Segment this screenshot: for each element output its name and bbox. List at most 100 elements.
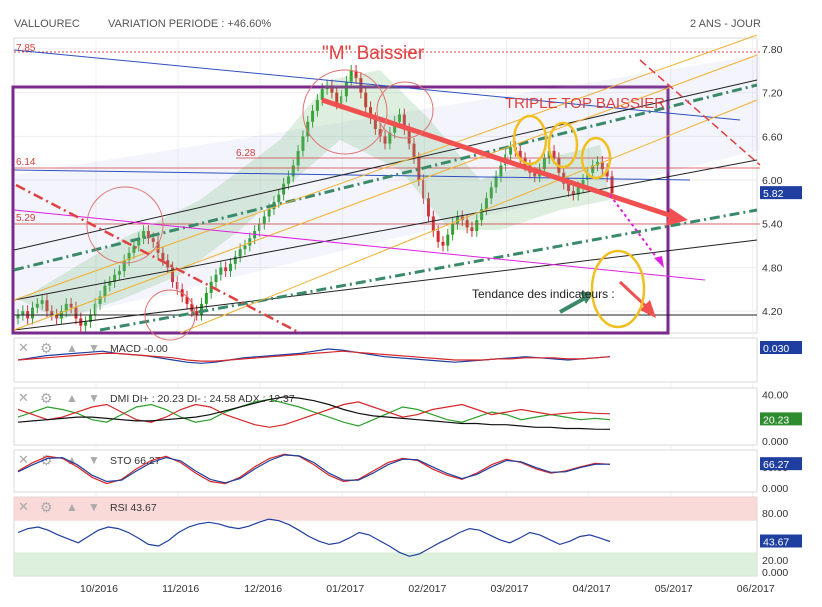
candle-body [306, 121, 310, 137]
candle-body [204, 292, 208, 304]
candle-body [35, 303, 39, 308]
candle-body [591, 165, 595, 173]
candle-body [257, 223, 261, 232]
candle-body [200, 303, 204, 315]
candle-body [277, 194, 281, 202]
candle-body [103, 285, 107, 297]
candle-body [489, 187, 493, 199]
rsi-panel: 80.00 20.000.000 ✕ ⚙ ▲ ▼ RSI 43.67 43.67 [13, 496, 802, 579]
price-last-badge-text: 5.82 [763, 188, 784, 200]
candle-body [214, 274, 218, 283]
arrow-up-icon[interactable]: ▲ [66, 500, 78, 514]
arrow-down-icon[interactable]: ▼ [88, 341, 100, 355]
candle-body [359, 78, 363, 93]
gear-icon[interactable]: ⚙ [40, 390, 53, 406]
arrow-down-icon[interactable]: ▼ [88, 453, 100, 467]
y-tick-label: 0.000 [762, 436, 788, 448]
candle-body [40, 300, 44, 304]
candle-body [398, 114, 402, 122]
x-tick-label: 05/2017 [655, 583, 693, 595]
macd-last-badge [760, 341, 802, 354]
level-628-label: 6.28 [236, 148, 256, 159]
candle-body [88, 314, 92, 323]
candle-body [455, 216, 459, 224]
candle-body [446, 234, 450, 246]
close-icon[interactable]: ✕ [18, 340, 29, 355]
arrow-down-icon[interactable]: ▼ [88, 391, 100, 405]
trend-line [639, 59, 761, 166]
gear-icon[interactable]: ⚙ [40, 340, 53, 356]
sto-label: STO 66.27 [110, 455, 161, 467]
candle-body [50, 311, 54, 315]
trend-line [13, 209, 706, 281]
gear-icon[interactable]: ⚙ [40, 499, 53, 515]
rsi-last-badge [760, 534, 802, 548]
y-tick-label: 0.000 [762, 567, 788, 579]
close-icon[interactable]: ✕ [18, 452, 29, 467]
arrow-up-icon[interactable]: ▲ [66, 453, 78, 467]
candle-body [190, 303, 194, 312]
candle-body [16, 314, 20, 319]
level-785-label: 7.85 [16, 43, 36, 54]
candle-body [228, 263, 232, 272]
candle-body [567, 183, 571, 191]
keltner-cloud [20, 70, 610, 320]
candle-body [45, 300, 49, 312]
candle-body [369, 107, 373, 119]
highlight-ellipse [580, 136, 612, 180]
dmi-series-line [17, 398, 611, 427]
candle-body [175, 282, 179, 290]
bearish-arrow-head [666, 208, 688, 226]
close-icon[interactable]: ✕ [18, 390, 29, 405]
candle-body [233, 256, 237, 264]
y-tick-label: 4.80 [762, 262, 783, 274]
candle-body [354, 70, 358, 79]
candle-body [509, 147, 513, 155]
candle-body [122, 260, 126, 272]
candle-body [571, 190, 575, 195]
candle-body [441, 241, 445, 246]
candle-body [195, 311, 199, 315]
candle-body [142, 231, 146, 239]
dmi-last-badge [760, 412, 802, 426]
dmi-series-line [17, 396, 611, 430]
sto-last-badge [760, 457, 802, 471]
rsi-last-badge-text: 43.67 [763, 537, 789, 549]
trend-line [13, 169, 691, 181]
candle-body [282, 183, 286, 195]
candle-body [393, 121, 397, 133]
y-tick-label: 80.00 [762, 508, 788, 520]
arrow-down-icon[interactable]: ▼ [88, 500, 100, 514]
y-tick-label: 20.00 [762, 555, 788, 567]
analysis-box [11, 85, 670, 335]
gear-icon[interactable]: ⚙ [40, 452, 53, 468]
indicator-arrow-head [580, 292, 594, 304]
candle-body [518, 150, 522, 159]
candle-body [171, 267, 175, 283]
level-529-label: 5.29 [16, 213, 36, 224]
sto-last-badge-text: 66.27 [763, 459, 789, 471]
x-tick-label: 02/2017 [408, 583, 446, 595]
candle-body [74, 307, 78, 319]
x-tick-label: 06/2017 [737, 583, 775, 595]
y-tick-label: 7.80 [762, 44, 783, 56]
candle-body [383, 136, 387, 144]
y-tick-label: 0.000 [762, 483, 788, 495]
candle-body [113, 274, 117, 283]
arrow-up-icon[interactable]: ▲ [66, 391, 78, 405]
candle-body [291, 165, 295, 177]
candle-body [311, 110, 315, 122]
close-icon[interactable]: ✕ [18, 499, 29, 514]
candle-body [600, 161, 604, 170]
x-tick-label: 11/2016 [162, 583, 199, 595]
dmi-label: DMI DI+ : 20.23 DI- : 24.58 ADX : 12.37 [110, 393, 295, 405]
x-tick-label: 10/2016 [80, 583, 118, 595]
candle-body [533, 172, 537, 177]
macd-series-line [17, 350, 611, 362]
candle-body [422, 180, 426, 199]
y-tick-label: 4.20 [762, 306, 783, 318]
symbol-title: VALLOUREC [14, 18, 80, 30]
arrow-up-icon[interactable]: ▲ [66, 341, 78, 355]
